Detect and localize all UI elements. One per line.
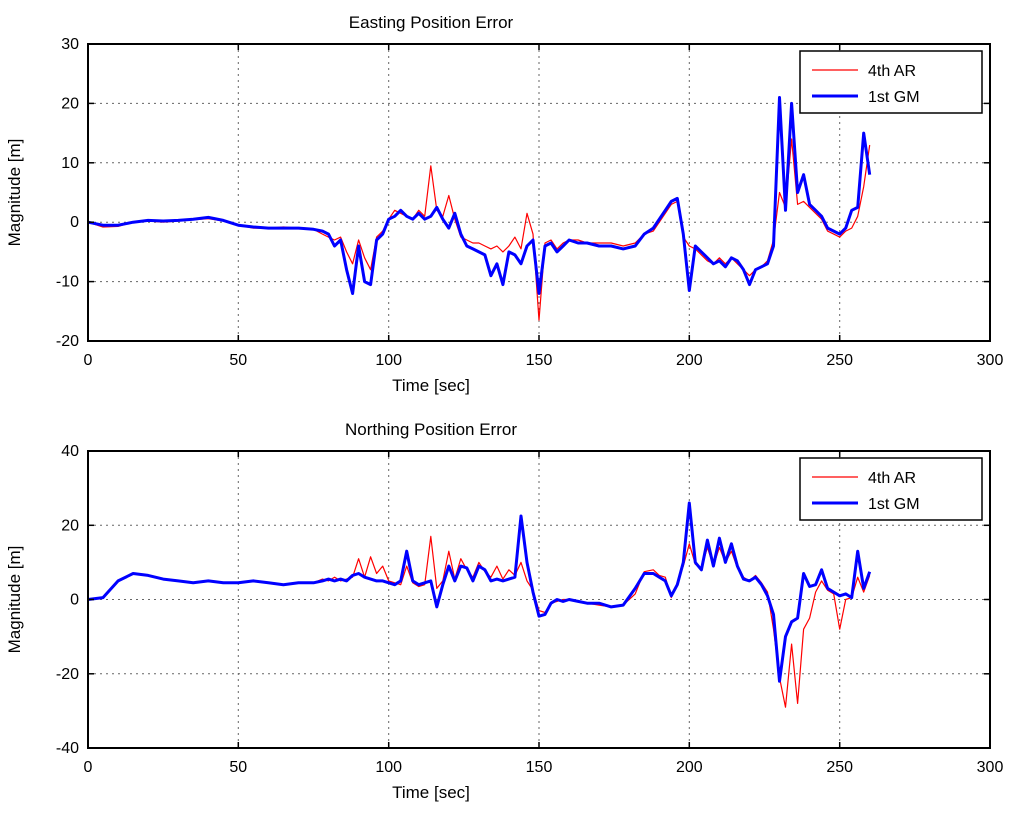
x-tick-label: 300 [977, 352, 1004, 369]
series-line-0 [87, 535, 871, 708]
legend-label: 1st GM [868, 89, 920, 106]
y-tick-label: -10 [56, 274, 79, 291]
legend-label: 4th AR [868, 63, 916, 80]
y-tick-label: -20 [56, 333, 79, 350]
series-line-1 [87, 96, 872, 295]
x-tick-label: 250 [826, 352, 853, 369]
legend: 4th AR 1st GM [799, 50, 983, 114]
x-tick-label: 200 [676, 352, 703, 369]
y-tick-label: -20 [56, 666, 79, 683]
series-line-0 [87, 138, 871, 321]
x-tick-label: 100 [375, 352, 402, 369]
y-tick-label: 20 [61, 517, 79, 534]
y-axis-label: Magnitude [m] [5, 546, 24, 654]
y-tick-label: 10 [61, 155, 79, 172]
northing-chart: 0 50 100 150 200 250 300 -40 -20 0 20 40 Northing Po… [5, 420, 1004, 802]
legend-label: 4th AR [868, 470, 916, 487]
x-tick-label: 300 [977, 759, 1004, 776]
x-tick-label: 150 [526, 759, 553, 776]
x-tick-label: 50 [229, 352, 247, 369]
x-tick-label: 200 [676, 759, 703, 776]
y-tick-label: 40 [61, 443, 79, 460]
x-tick-label: 0 [84, 759, 93, 776]
y-tick-label: 20 [61, 95, 79, 112]
x-tick-label: 0 [84, 352, 93, 369]
x-tick-label: 100 [375, 759, 402, 776]
y-tick-label: 0 [70, 214, 79, 231]
chart-title: Northing Position Error [345, 420, 517, 439]
x-tick-label: 50 [229, 759, 247, 776]
easting-chart: 0 50 100 150 200 250 300 -20 -10 0 10 20 30 Easting P… [5, 13, 1004, 395]
y-axis-label: Magnitude [m] [5, 139, 24, 247]
series-line-1 [87, 501, 872, 683]
y-tick-label: 0 [70, 592, 79, 609]
x-tick-label: 250 [826, 759, 853, 776]
x-axis-label: Time [sec] [392, 783, 470, 802]
x-tick-label: 150 [526, 352, 553, 369]
x-axis-label: Time [sec] [392, 376, 470, 395]
y-tick-label: 30 [61, 36, 79, 53]
legend: 4th AR 1st GM [799, 457, 983, 521]
y-tick-label: -40 [56, 740, 79, 757]
chart-title: Easting Position Error [349, 13, 514, 32]
legend-label: 1st GM [868, 496, 920, 513]
